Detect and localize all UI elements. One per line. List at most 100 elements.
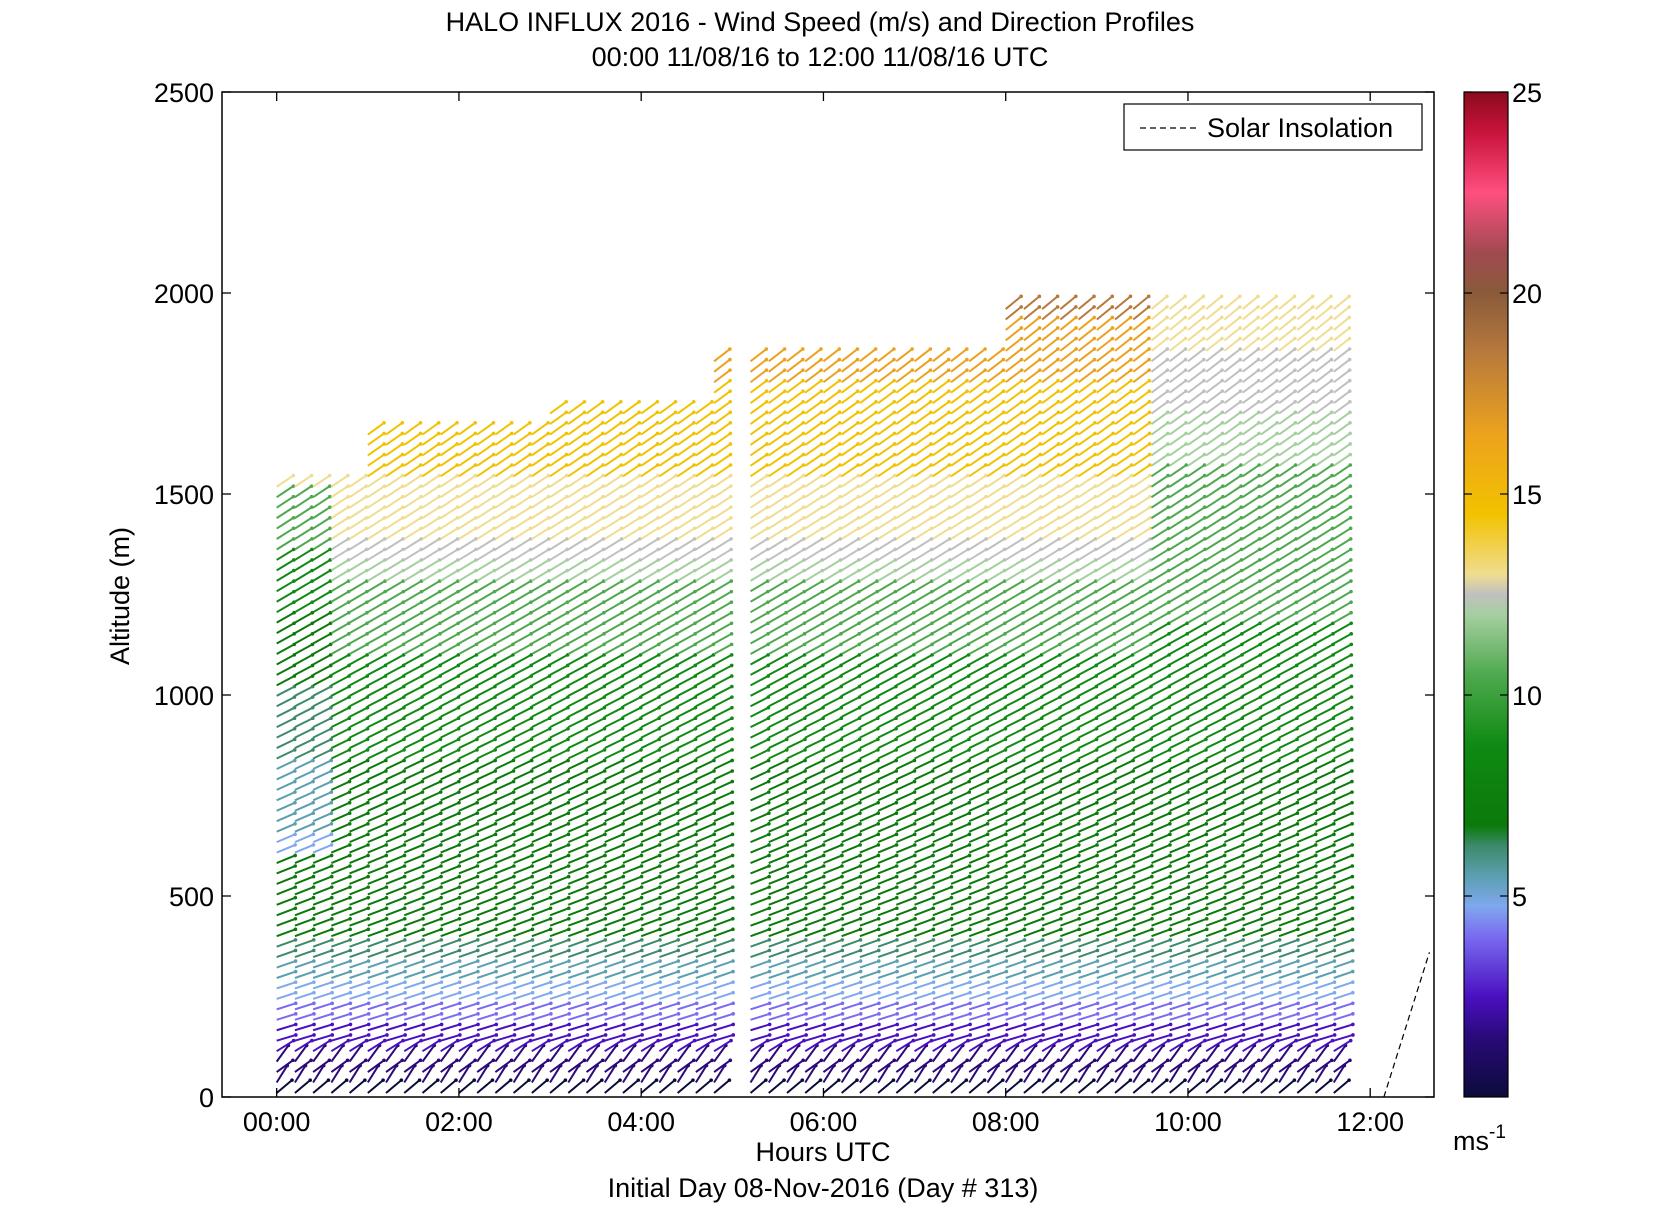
wind-arrow-head — [622, 1033, 626, 1037]
wind-arrow-head — [730, 895, 735, 900]
wind-arrow-head — [785, 790, 789, 794]
wind-arrow-head — [766, 779, 771, 784]
wind-arrow — [312, 495, 331, 509]
wind-arrow-head — [785, 990, 790, 995]
wind-arrow-head — [986, 959, 990, 963]
wind-arrow-head — [421, 1033, 426, 1037]
wind-arrow — [458, 780, 478, 791]
wind-arrow-head — [567, 1022, 571, 1027]
wind-arrow-head — [694, 938, 699, 942]
wind-arrow-head — [564, 1058, 569, 1063]
wind-arrow-head — [457, 906, 462, 911]
wind-arrow-head — [530, 906, 535, 911]
wind-arrow-head — [876, 811, 881, 816]
wind-arrow-head — [874, 389, 878, 394]
wind-arrow — [330, 527, 349, 540]
wind-arrow-head — [967, 800, 972, 805]
wind-arrow-head — [764, 389, 769, 394]
wind-arrow — [330, 632, 350, 645]
wind-arrow-head — [457, 885, 462, 889]
wind-arrow — [312, 685, 332, 697]
wind-arrow-head — [803, 927, 808, 932]
wind-arrow-head — [840, 853, 844, 858]
wind-arrow-head — [475, 737, 479, 742]
wind-arrow — [330, 538, 349, 551]
wind-arrow — [275, 1044, 290, 1063]
wind-arrow — [385, 738, 405, 749]
wind-arrow-head — [493, 843, 498, 847]
wind-arrow-head — [585, 1033, 590, 1037]
wind-arrow-head — [637, 399, 641, 404]
wind-arrow-head — [895, 906, 899, 911]
wind-arrow — [476, 928, 497, 938]
wind-arrow-head — [509, 442, 514, 446]
wind-arrow-head — [694, 906, 699, 911]
wind-arrow-head — [821, 790, 826, 794]
wind-arrow-head — [311, 917, 316, 921]
wind-arrow-head — [491, 463, 496, 467]
wind-arrow — [385, 1012, 406, 1021]
wind-arrow-head — [712, 874, 717, 879]
wind-arrow-head — [804, 969, 808, 974]
wind-arrow-head — [493, 811, 498, 816]
wind-arrow-head — [731, 938, 735, 942]
wind-arrow-head — [729, 653, 734, 657]
wind-arrow-head — [329, 737, 333, 742]
wind-arrow-head — [931, 938, 936, 942]
wind-arrow-head — [894, 769, 899, 773]
wind-arrow — [458, 770, 478, 781]
wind-arrow-head — [729, 526, 733, 531]
wind-arrow-head — [382, 452, 387, 457]
wind-arrow-head — [657, 874, 662, 879]
wind-arrow — [385, 590, 404, 603]
wind-arrow — [294, 485, 313, 499]
wind-arrow-head — [712, 843, 717, 847]
wind-arrow-head — [731, 1012, 735, 1016]
wind-arrow-head — [530, 959, 535, 963]
wind-arrow-head — [566, 885, 571, 889]
wind-arrow-head — [836, 1078, 841, 1082]
wind-arrow — [294, 474, 313, 488]
wind-arrow-head — [876, 843, 881, 847]
wind-arrow-head — [549, 990, 553, 995]
wind-arrow-head — [840, 969, 845, 974]
wind-arrow — [330, 843, 351, 854]
wind-arrow-head — [603, 990, 608, 995]
wind-arrow-head — [931, 917, 936, 921]
wind-arrow-head — [894, 864, 899, 868]
wind-arrow-head — [348, 959, 353, 963]
wind-arrow — [385, 622, 404, 634]
wind-arrow — [403, 495, 422, 509]
wind-arrow-head — [309, 484, 314, 488]
wind-arrow — [385, 949, 406, 959]
wind-arrow-head — [873, 347, 878, 351]
wind-arrow — [276, 632, 295, 645]
wind-arrow — [403, 580, 422, 593]
wind-arrow-head — [512, 1012, 517, 1016]
wind-arrow — [312, 1059, 330, 1073]
wind-arrow-head — [839, 779, 844, 784]
wind-arrow-head — [801, 399, 805, 404]
wind-arrow-head — [438, 737, 443, 742]
wind-arrow-head — [582, 431, 587, 436]
wind-arrow-head — [694, 990, 699, 995]
wind-arrow-head — [348, 1001, 353, 1006]
wind-arrow-head — [676, 927, 681, 932]
wind-arrow — [422, 791, 442, 802]
wind-arrow-head — [913, 948, 918, 953]
wind-arrow — [330, 643, 350, 655]
wind-arrow — [276, 643, 295, 655]
wind-arrow-head — [894, 832, 899, 837]
wind-arrow — [513, 886, 533, 896]
wind-arrow — [349, 1012, 369, 1021]
wind-arrow — [422, 917, 442, 927]
wind-arrow-head — [438, 769, 443, 773]
wind-arrow-head — [293, 779, 297, 784]
wind-arrow-head — [402, 821, 407, 826]
wind-arrow-head — [910, 378, 915, 383]
wind-arrow-head — [985, 811, 990, 816]
wind-arrow-head — [640, 1033, 644, 1037]
wind-arrow — [458, 569, 477, 582]
wind-arrow — [476, 485, 495, 499]
wind-arrow — [385, 559, 404, 572]
